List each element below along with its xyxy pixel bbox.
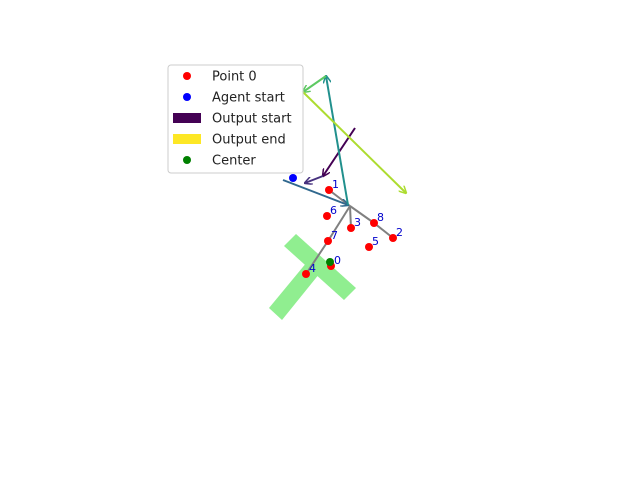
point-label-3: 3 — [354, 216, 361, 229]
legend-marker-3 — [173, 134, 201, 144]
tree-edge-0 — [373, 222, 394, 239]
legend-marker-1 — [183, 93, 191, 101]
point-2 — [389, 234, 397, 242]
point-label-7: 7 — [331, 229, 338, 242]
point-1 — [325, 186, 333, 194]
legend-marker-4 — [183, 156, 191, 164]
legend-marker-0 — [183, 72, 191, 80]
output-arrow-3 — [326, 76, 349, 206]
legend-label-2: Output start — [212, 112, 292, 127]
point-7 — [324, 237, 332, 245]
legend-label-1: Agent start — [212, 91, 285, 106]
point-3 — [347, 224, 355, 232]
legend-marker-2 — [173, 113, 201, 123]
output-arrows-layer — [282, 75, 406, 206]
point-label-2: 2 — [396, 226, 403, 239]
point-4 — [302, 270, 310, 278]
output-arrow-2 — [282, 179, 348, 205]
point-label-5: 5 — [372, 235, 379, 248]
point-label-8: 8 — [377, 211, 384, 224]
legend-label-3: Output end — [212, 133, 286, 148]
tree-edge-hub-8 — [349, 205, 375, 224]
legend-label-4: Center — [212, 154, 256, 169]
point-label-0: 0 — [334, 254, 341, 267]
point-label-6: 6 — [330, 204, 337, 217]
points-layer: 0 1 2 3 4 5 6 7 8 — [289, 174, 403, 278]
point-label-4: 4 — [309, 262, 316, 275]
legend: Point 0 Agent start Output start Output end… — [167, 64, 304, 174]
point-8 — [370, 219, 378, 227]
center-marker — [326, 258, 334, 266]
agent-start-marker — [289, 174, 297, 182]
point-6 — [323, 212, 331, 220]
tree-edge-1 — [305, 240, 329, 275]
region-patch-1 — [269, 256, 324, 320]
point-label-1: 1 — [332, 178, 339, 191]
output-arrow-4 — [303, 75, 327, 92]
region-layer — [269, 234, 356, 320]
legend-box — [167, 64, 304, 174]
output-arrow-5 — [302, 91, 406, 193]
point-5 — [365, 243, 373, 251]
legend-label-0: Point 0 — [212, 70, 257, 85]
tree-edge-hub-7 — [327, 205, 351, 242]
output-arrow-1 — [305, 175, 324, 183]
